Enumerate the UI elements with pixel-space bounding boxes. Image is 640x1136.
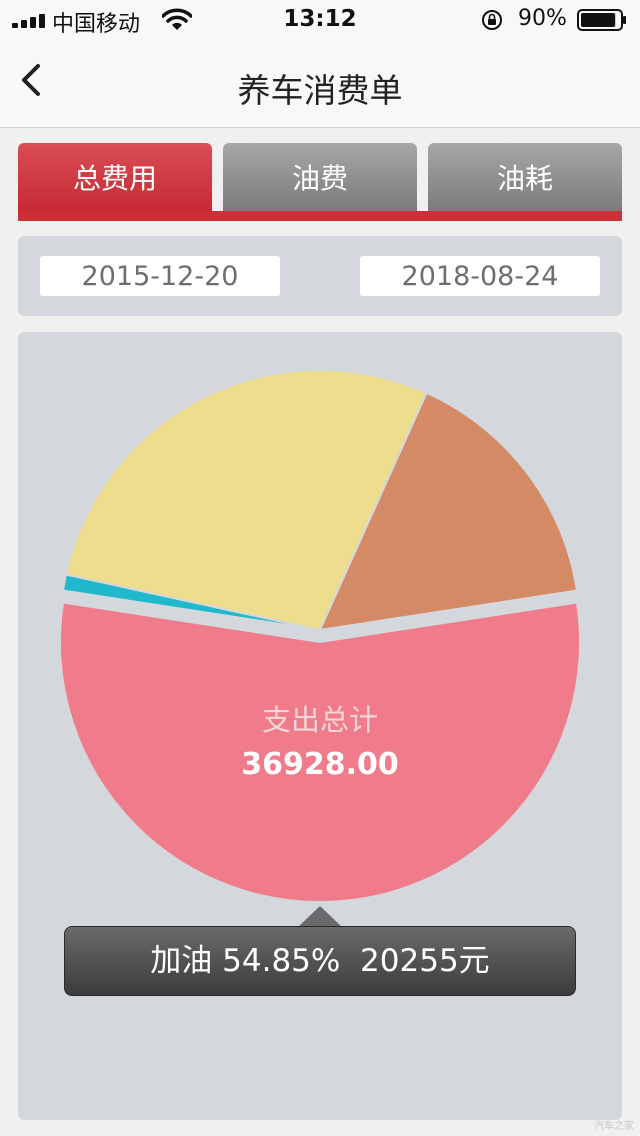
tab-total-cost[interactable]: 总费用: [18, 143, 212, 211]
battery-percent: 90%: [518, 6, 567, 31]
tab-underline: [18, 211, 622, 221]
page-title: 养车消费单: [237, 71, 403, 110]
chart-tooltip: 加油 54.85% 20255元: [64, 926, 576, 996]
date-range-panel: 2015-12-20 2018-08-24: [18, 236, 622, 316]
end-date-field[interactable]: 2018-08-24: [360, 256, 600, 296]
tab-bar: 总费用 油费 油耗: [18, 143, 622, 221]
pie-slice-0[interactable]: [59, 601, 581, 903]
pie-chart: 支出总计 36928.00: [59, 369, 581, 903]
signal-icon: [12, 14, 45, 28]
carrier-name: 中国移动: [52, 12, 141, 37]
pie-slice-3[interactable]: [318, 391, 579, 632]
watermark-text: 汽车之家: [594, 1121, 634, 1132]
battery-icon: [577, 9, 626, 31]
navigation-bar: 养车消费单: [0, 40, 640, 128]
pie-slice-2[interactable]: [64, 369, 428, 632]
chevron-left-icon: [22, 64, 40, 96]
tab-fuel-cost[interactable]: 油费: [223, 143, 417, 211]
chart-panel: 支出总计 36928.00 加油 54.85% 20255元: [18, 332, 622, 1120]
tooltip-arrow: [298, 906, 342, 927]
wifi-icon: [162, 8, 192, 30]
start-date-field[interactable]: 2015-12-20: [40, 256, 280, 296]
back-button[interactable]: [12, 58, 52, 102]
tab-fuel-consumption[interactable]: 油耗: [428, 143, 622, 211]
status-bar: 中国移动 13:12 90%: [0, 0, 640, 40]
chart-center-value: 36928.00: [241, 747, 399, 782]
chart-center-label: 支出总计: [262, 703, 378, 737]
rotation-lock-icon: [482, 10, 502, 30]
